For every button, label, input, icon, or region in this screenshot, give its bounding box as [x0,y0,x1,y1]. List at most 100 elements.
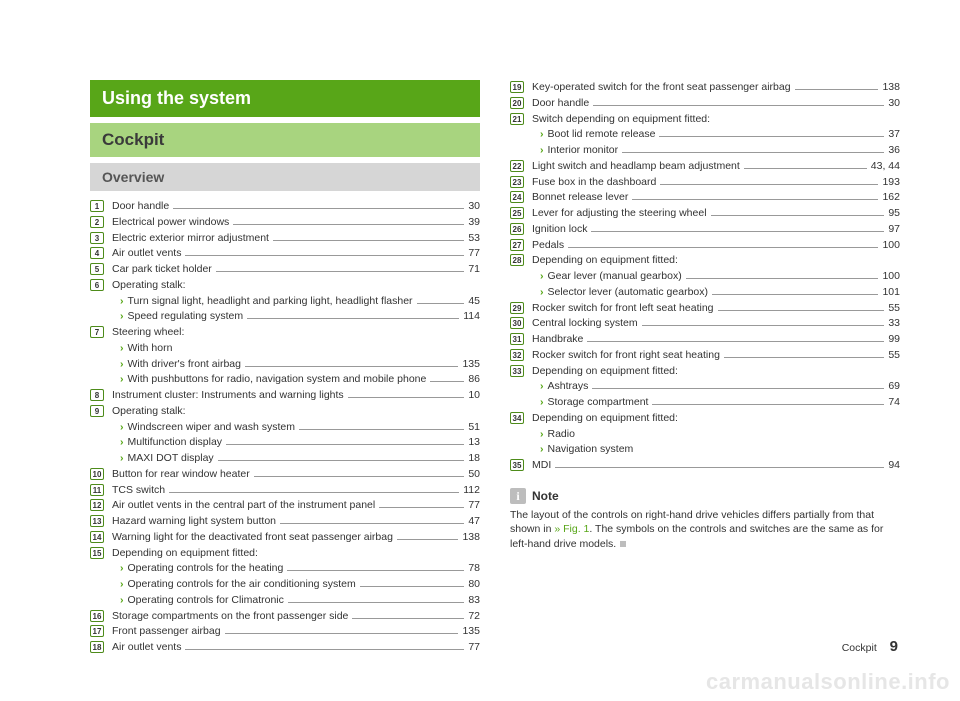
item-number: 15 [90,547,104,559]
item-number: 22 [510,160,524,172]
page-ref: 135 [462,624,480,640]
subitem-label: Radio [548,427,575,443]
list-subitem: ›With pushbuttons for radio, navigation … [90,372,480,388]
list-item: 14Warning light for the deactivated fron… [90,530,480,546]
list-subitem: ›With driver's front airbag135 [90,357,480,373]
page-ref: 45 [468,294,480,310]
subitem-label: MAXI DOT display [128,451,214,467]
item-number: 12 [90,499,104,511]
subitem-label: Navigation system [548,442,634,458]
list-item: 21Switch depending on equipment fitted: [510,112,900,128]
page-ref: 71 [468,262,480,278]
item-label: Front passenger airbag [112,624,221,640]
item-label: Handbrake [532,332,583,348]
list-subitem: ›Operating controls for the heating78 [90,561,480,577]
list-item: 28Depending on equipment fitted: [510,253,900,269]
page-ref: 51 [468,420,480,436]
subitem-label: Gear lever (manual gearbox) [548,269,682,285]
page-ref: 18 [468,451,480,467]
leader-line [642,325,885,326]
list-item: 31Handbrake99 [510,332,900,348]
left-list: 1Door handle302Electrical power windows3… [90,199,480,656]
item-label: Door handle [532,96,589,112]
item-label: Operating stalk: [112,278,186,294]
list-item: 20Door handle30 [510,96,900,112]
chevron-icon: › [120,341,124,357]
leader-line [397,539,459,540]
item-label: Key-operated switch for the front seat p… [532,80,791,96]
leader-line [245,366,459,367]
chevron-icon: › [120,309,124,325]
subitem-label: Windscreen wiper and wash system [128,420,295,436]
list-item: 15Depending on equipment fitted: [90,546,480,562]
leader-line [299,429,464,430]
leader-line [218,460,465,461]
leader-line [288,602,464,603]
item-number: 29 [510,302,524,314]
right-list: 19Key-operated switch for the front seat… [510,80,900,474]
subitem-label: Interior monitor [548,143,619,159]
item-label: Air outlet vents [112,246,181,262]
chevron-icon: › [120,577,124,593]
list-subitem: ›Speed regulating system114 [90,309,480,325]
subitem-label: Operating controls for the air condition… [128,577,356,593]
leader-line [254,476,465,477]
item-label: Air outlet vents [112,640,181,656]
list-subitem: ›Interior monitor36 [510,143,900,159]
list-item: 3Electric exterior mirror adjustment53 [90,231,480,247]
item-number: 6 [90,279,104,291]
footer-label: Cockpit [842,642,877,654]
leader-line [652,404,884,405]
page-ref: 47 [468,514,480,530]
leader-line [173,208,464,209]
list-item: 27Pedals100 [510,238,900,254]
item-number: 18 [90,641,104,653]
leader-line [711,215,885,216]
item-number: 13 [90,515,104,527]
list-item: 8Instrument cluster: Instruments and war… [90,388,480,404]
list-item: 35MDI94 [510,458,900,474]
item-label: Car park ticket holder [112,262,212,278]
item-number: 1 [90,200,104,212]
chevron-icon: › [120,420,124,436]
item-number: 16 [90,610,104,622]
leader-line [593,105,884,106]
leader-line [686,278,879,279]
item-label: Rocker switch for front right seat heati… [532,348,720,364]
item-number: 24 [510,191,524,203]
item-number: 35 [510,459,524,471]
page-ref: 33 [888,316,900,332]
subitem-label: Ashtrays [548,379,589,395]
list-item: 11TCS switch112 [90,483,480,499]
page-ref: 55 [888,348,900,364]
page-ref: 100 [882,269,900,285]
list-item: 24Bonnet release lever162 [510,190,900,206]
item-label: Lever for adjusting the steering wheel [532,206,707,222]
list-item: 7Steering wheel: [90,325,480,341]
item-label: Electrical power windows [112,215,229,231]
item-number: 33 [510,365,524,377]
page-ref: 77 [468,246,480,262]
list-subitem: ›Multifunction display13 [90,435,480,451]
item-number: 3 [90,232,104,244]
item-number: 30 [510,317,524,329]
list-subitem: ›Windscreen wiper and wash system 51 [90,420,480,436]
page-ref: 138 [882,80,900,96]
subitem-label: Turn signal light, headlight and parking… [128,294,413,310]
leader-line [795,89,879,90]
item-number: 27 [510,239,524,251]
page-ref: 77 [468,498,480,514]
list-subitem: ›Turn signal light, headlight and parkin… [90,294,480,310]
list-subitem: ›MAXI DOT display18 [90,451,480,467]
list-item: 18Air outlet vents77 [90,640,480,656]
item-label: Storage compartments on the front passen… [112,609,348,625]
leader-line [555,467,884,468]
leader-line [718,310,885,311]
page-ref: 50 [468,467,480,483]
page-ref: 114 [463,309,480,325]
item-number: 4 [90,247,104,259]
page-ref: 53 [468,231,480,247]
item-label: Operating stalk: [112,404,186,420]
item-number: 7 [90,326,104,338]
list-item: 22Light switch and headlamp beam adjustm… [510,159,900,175]
